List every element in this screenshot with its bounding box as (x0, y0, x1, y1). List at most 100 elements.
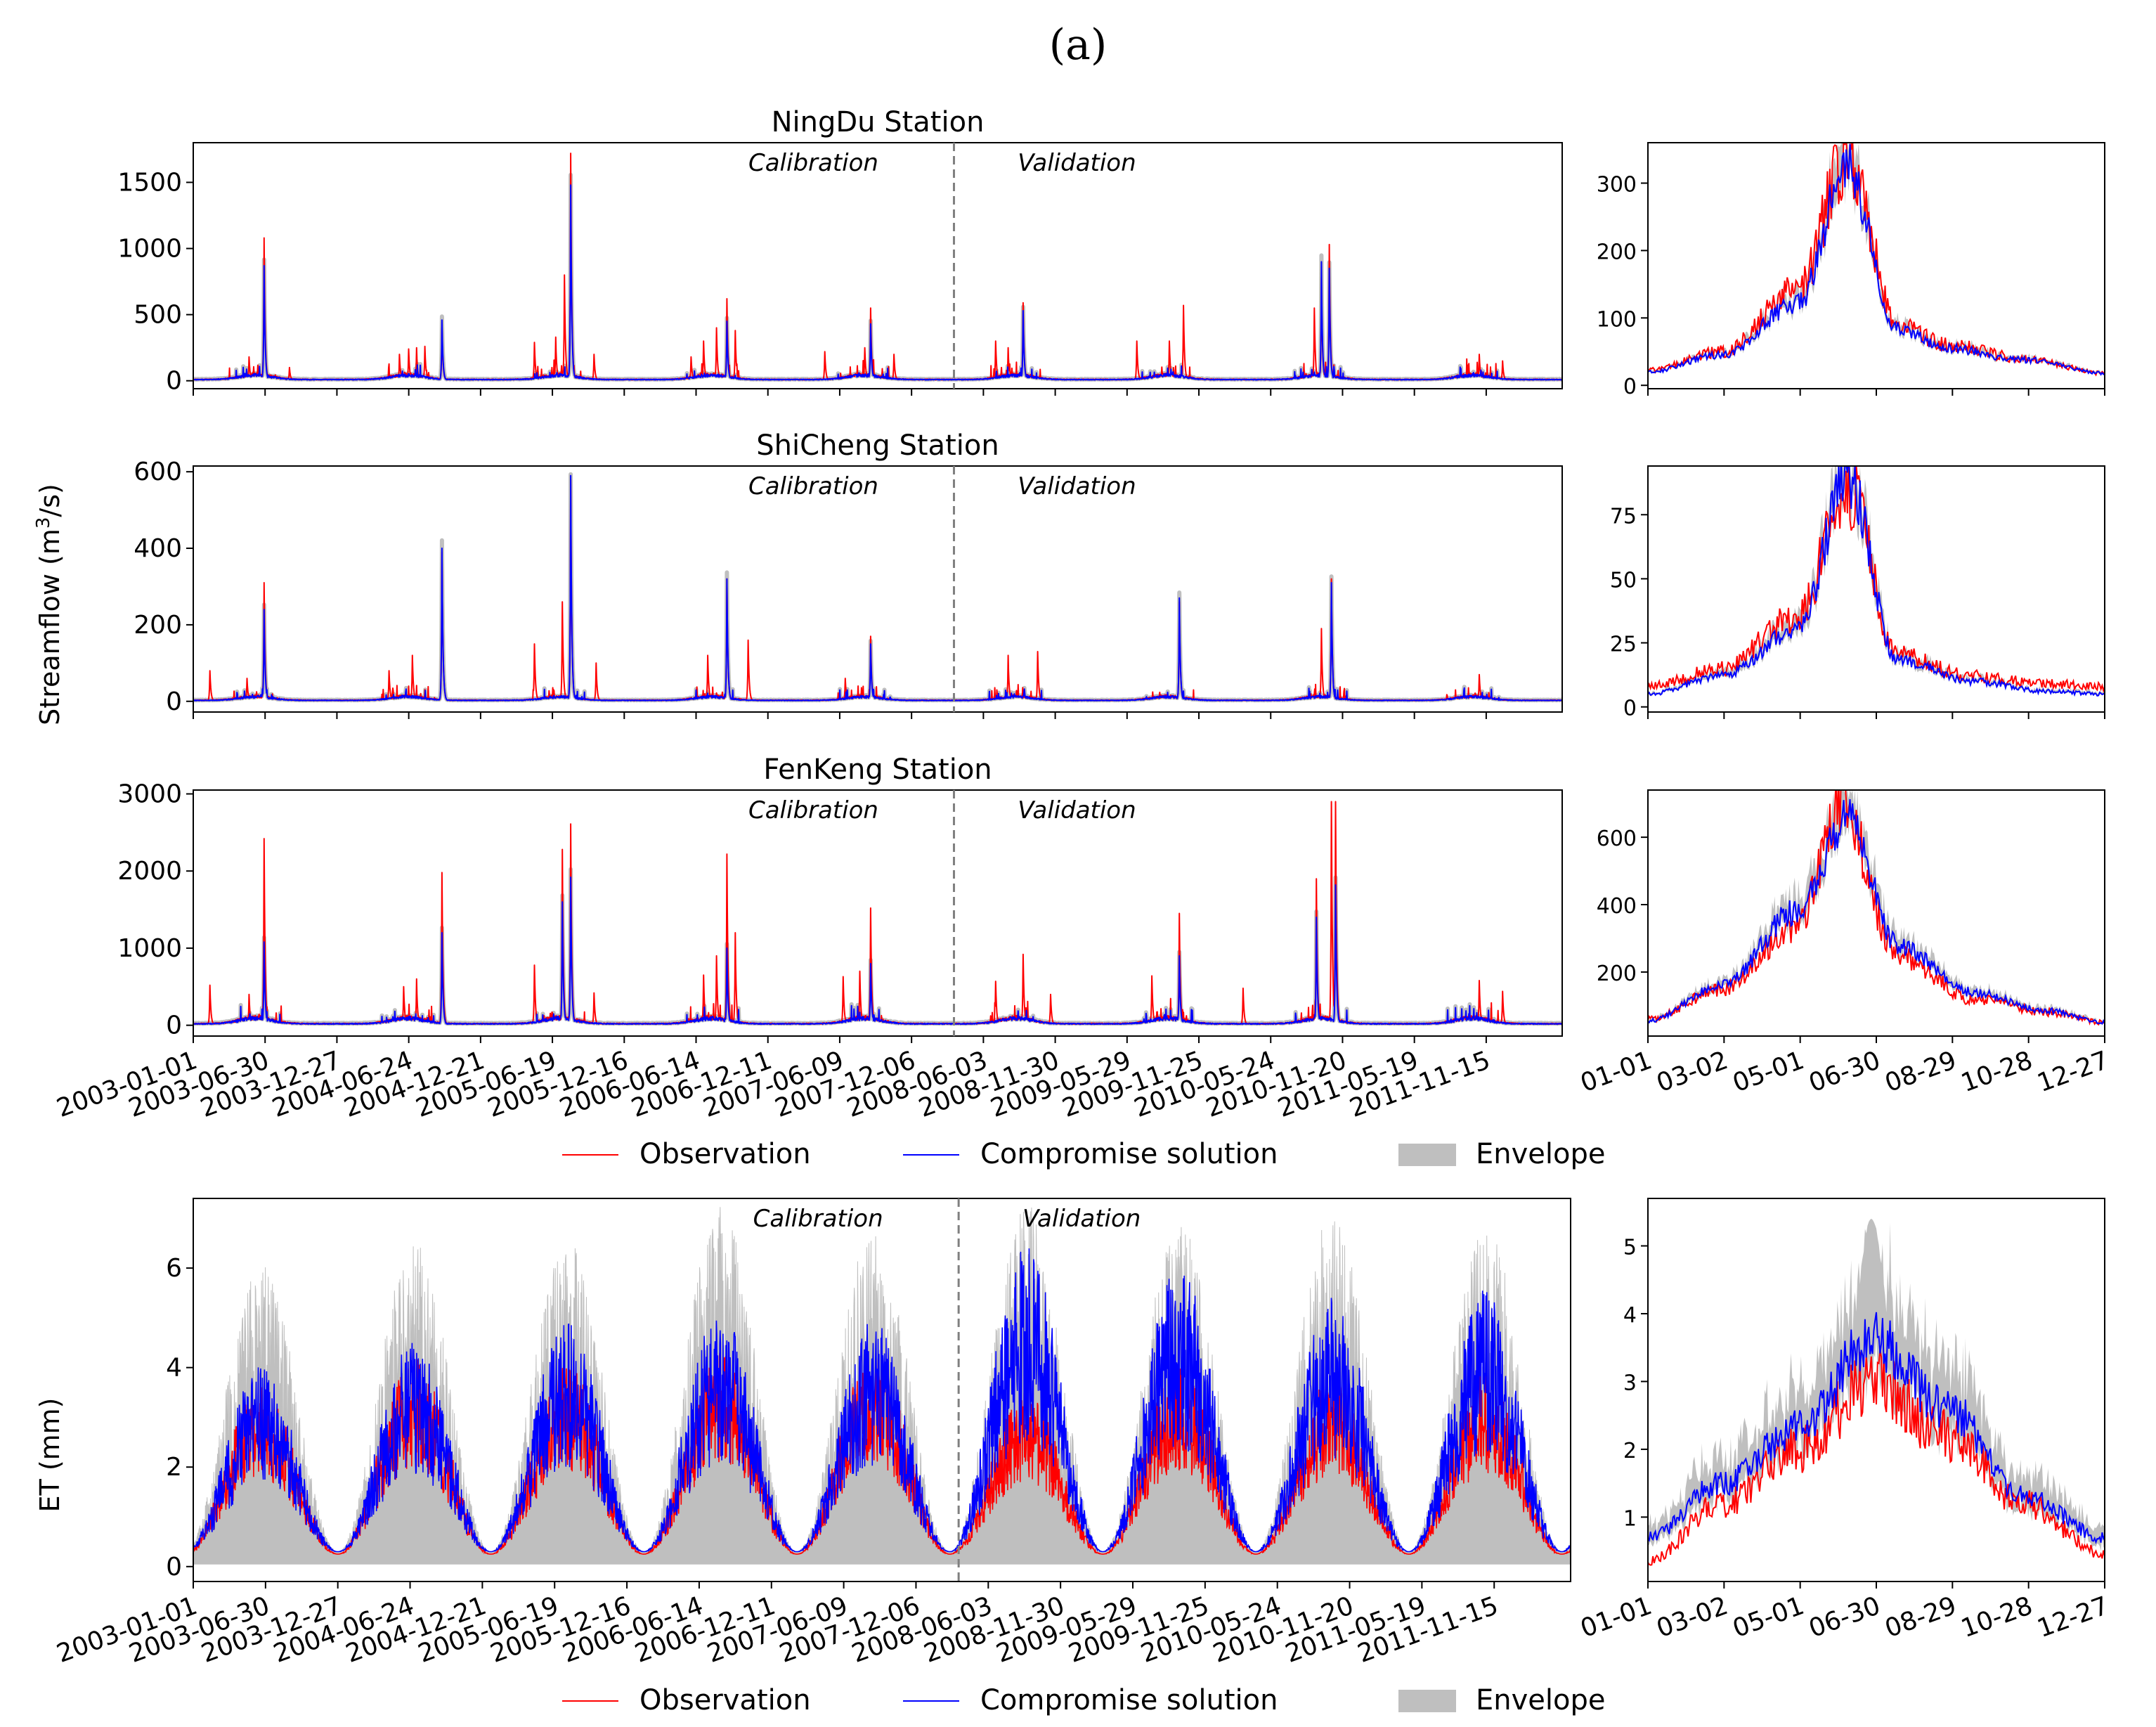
panel-title: NingDu Station (772, 106, 985, 138)
y-tick-label: 0 (1623, 697, 1637, 721)
y-tick-label: 1500 (117, 168, 182, 197)
panel-title: ShiCheng Station (756, 429, 999, 462)
observation-line (1648, 466, 2105, 693)
legend-envelope: Envelope (1398, 1684, 1606, 1716)
figure-title: (a) (1049, 20, 1108, 70)
panel-shicheng-season: 0 25 50 75 (1610, 465, 2105, 721)
series-group (193, 1207, 1571, 1565)
y-tick-label: 300 (1597, 173, 1637, 198)
y-tick-label: 400 (134, 534, 182, 563)
calibration-label: Calibration (753, 1205, 883, 1233)
y-tick-label: 0 (166, 1011, 182, 1040)
y-tick-label: 3 (1623, 1371, 1637, 1395)
envelope-band (193, 472, 1562, 703)
series-group (193, 472, 1562, 703)
legend-compromise-label: Compromise solution (980, 1138, 1278, 1170)
observation-line (193, 479, 1562, 701)
observation-line (193, 801, 1562, 1025)
legend-envelope-label: Envelope (1476, 1138, 1606, 1170)
compromise-line (1648, 1312, 2105, 1544)
compromise-line (193, 184, 1562, 381)
series-group (1648, 1218, 2105, 1566)
plot-frame (193, 1198, 1571, 1582)
calibration-label: Calibration (748, 796, 878, 824)
x-tick-label: 10-28 (1957, 1046, 2036, 1098)
envelope-band (1648, 143, 2105, 375)
panel-shicheng-main: 0 200 400 600 ShiCheng Station Calibration Val… (134, 429, 1563, 719)
y-tick-label: 0 (166, 687, 182, 716)
x-tick-label: 01-01 (1577, 1591, 1656, 1643)
series-group (193, 801, 1562, 1026)
calibration-label: Calibration (748, 472, 878, 500)
y-tick-label: 100 (1597, 307, 1637, 332)
series-group (1648, 143, 2105, 377)
panel-fenkeng-main: 01000200030002003-01-012003-06-302003-12… (53, 753, 1563, 1123)
compromise-line (1648, 143, 2105, 376)
observation-line (193, 153, 1562, 381)
y-tick-label: 400 (1597, 894, 1637, 919)
y-tick-label: 2000 (117, 857, 182, 886)
legend-compromise: Compromise solution (903, 1138, 1278, 1170)
y-tick-label: 4 (1623, 1303, 1637, 1328)
series-group (193, 153, 1562, 382)
y-tick-label: 1000 (117, 235, 182, 264)
y-tick-label: 50 (1610, 568, 1637, 593)
y-tick-label: 75 (1610, 504, 1637, 529)
panel-et-main: 02462003-01-012003-06-302003-12-272004-0… (53, 1198, 1571, 1669)
plot-frame (193, 789, 1563, 1037)
streamflow-ylabel: Streamflow (m3/s) (33, 484, 65, 725)
y-tick-label: 1000 (117, 934, 182, 963)
compromise-line (193, 474, 1562, 701)
legend-envelope: Envelope (1398, 1138, 1606, 1170)
y-tick-label: 4 (166, 1354, 182, 1383)
calibration-label: Calibration (748, 149, 878, 177)
x-tick-label: 06-30 (1805, 1046, 1884, 1098)
legend-envelope-swatch (1398, 1144, 1456, 1166)
panel-fenkeng-season: 200 400 600 01-0103-0205-0106-3008-2910-281… (1577, 789, 2112, 1098)
compromise-line (1648, 466, 2105, 697)
panel-ningdu-main: 0 500 1000 1500 NingDu Station Calibration Val… (117, 106, 1563, 396)
y-tick-label: 25 (1610, 633, 1637, 657)
y-tick-label: 0 (1623, 375, 1637, 399)
y-tick-label: 600 (1597, 827, 1637, 851)
envelope-band (193, 867, 1562, 1026)
validation-label: Validation (1018, 149, 1136, 177)
legend-observation: Observation (562, 1684, 811, 1716)
x-tick-label: 12-27 (2034, 1591, 2112, 1643)
y-tick-label: 3000 (117, 780, 182, 808)
x-tick-label: 05-01 (1729, 1046, 1807, 1098)
x-tick-label: 10-28 (1957, 1591, 2036, 1643)
validation-label: Validation (1018, 472, 1136, 500)
series-group (1648, 466, 2105, 697)
y-tick-label: 500 (134, 301, 182, 330)
series-group (1648, 790, 2105, 1026)
compromise-line (193, 1248, 1571, 1553)
x-tick-label: 03-02 (1653, 1046, 1732, 1098)
y-tick-label: 6 (166, 1254, 182, 1283)
compromise-line (1648, 798, 2105, 1025)
y-tick-label: 200 (1597, 962, 1637, 986)
validation-label: Validation (1018, 796, 1136, 824)
x-tick-label: 08-29 (1881, 1046, 1960, 1098)
panel-ningdu-season: 0 100 200 300 (1597, 142, 2105, 399)
x-tick-label: 03-02 (1653, 1591, 1732, 1643)
legend-et: Observation Compromise solution Envelope (562, 1684, 1606, 1716)
x-tick-label: 01-01 (1577, 1046, 1656, 1098)
y-tick-label: 2 (166, 1453, 182, 1482)
y-tick-label: 5 (1623, 1236, 1637, 1260)
compromise-line (193, 877, 1562, 1026)
x-tick-label: 08-29 (1881, 1591, 1960, 1643)
envelope-band (193, 172, 1562, 382)
y-tick-label: 1 (1623, 1506, 1637, 1531)
y-tick-label: 0 (166, 367, 182, 396)
observation-line (1648, 143, 2105, 377)
et-ylabel: ET (mm) (34, 1398, 65, 1513)
legend-streamflow: Observation Compromise solution Envelope (562, 1138, 1606, 1170)
x-tick-label: 06-30 (1805, 1591, 1884, 1643)
y-tick-label: 600 (134, 458, 182, 486)
legend-envelope-label: Envelope (1476, 1684, 1606, 1716)
observation-line (1648, 1349, 2105, 1566)
legend-observation-label: Observation (639, 1684, 811, 1716)
